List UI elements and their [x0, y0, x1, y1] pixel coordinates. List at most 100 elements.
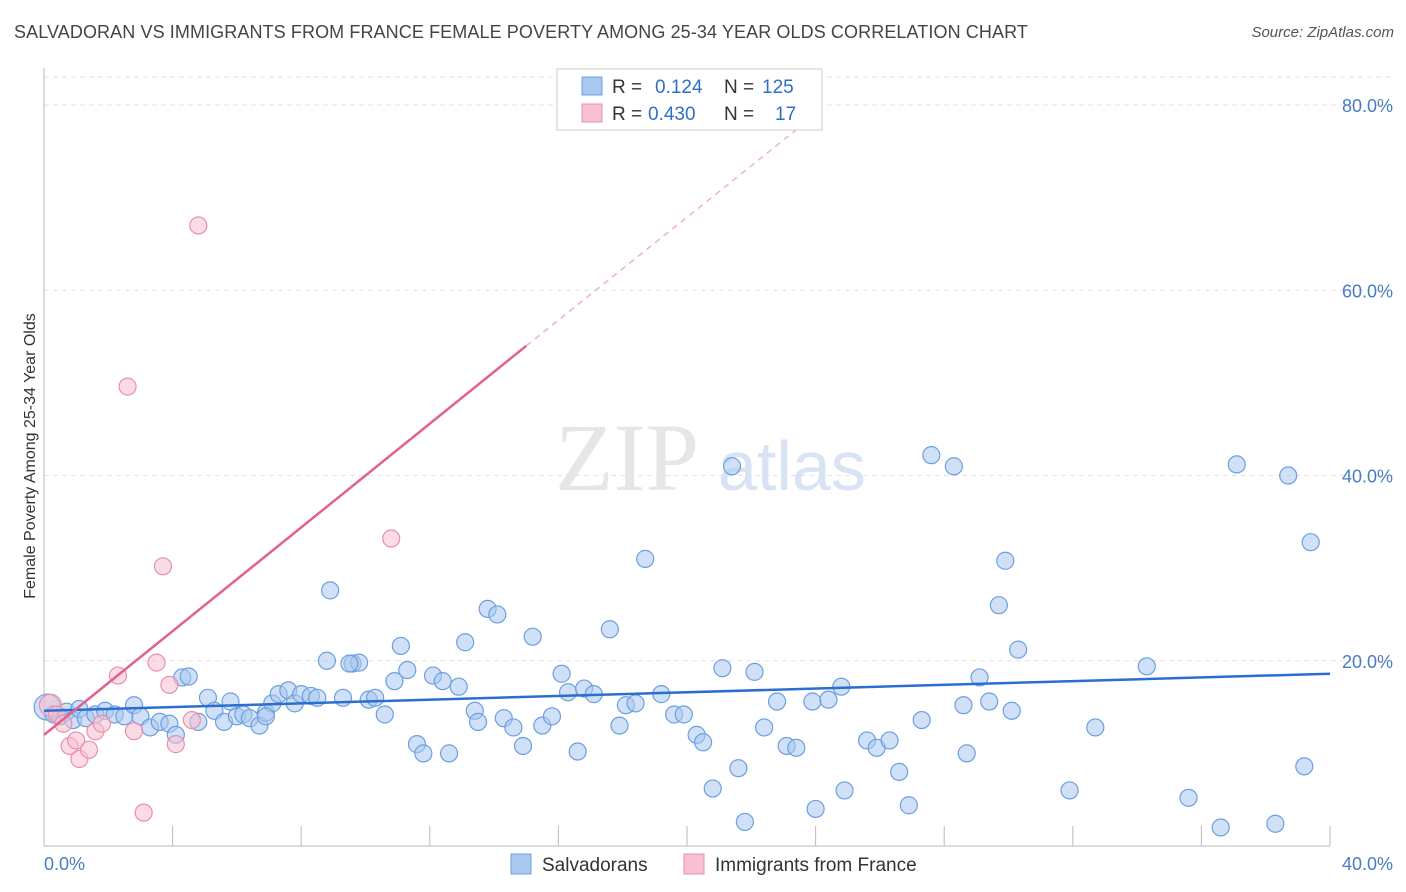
salvadorans-point — [456, 633, 475, 652]
salvadorans-point — [488, 605, 507, 624]
legend-n-value-1: 125 — [762, 77, 794, 98]
salvadorans-point — [989, 596, 1008, 615]
salvadorans-point — [1279, 466, 1298, 485]
legend-swatch-blue — [581, 76, 603, 96]
salvadorans-point — [767, 692, 787, 711]
salvadorans-point — [693, 733, 713, 752]
trend-lines — [43, 113, 1331, 736]
legend-r-value-2: 0.430 — [648, 104, 696, 125]
salvadorans-point — [835, 781, 854, 800]
salvadorans-point — [806, 799, 825, 819]
france-trend-extension — [525, 113, 817, 347]
france-point — [166, 735, 185, 754]
salvadorans-point — [504, 718, 523, 737]
salvadorans-point — [674, 705, 693, 724]
salvadorans-point — [890, 762, 909, 782]
bottom-legend-swatch-blue — [510, 853, 532, 875]
salvadorans-point — [996, 551, 1015, 570]
salvadorans-point — [880, 731, 899, 750]
salvadorans-point — [803, 692, 822, 711]
salvadorans-point — [317, 651, 337, 670]
france-point — [92, 714, 111, 733]
salvadorans-point — [1137, 657, 1156, 676]
salvadorans-point — [449, 677, 468, 696]
salvadorans-point — [722, 457, 742, 476]
legend-r-value-1: 0.124 — [655, 77, 703, 98]
salvadorans-point — [391, 636, 410, 656]
salvadorans-point — [375, 705, 394, 724]
salvadorans-point — [366, 688, 385, 707]
france-point — [147, 653, 166, 672]
salvadorans-point — [957, 744, 976, 763]
bottom-legend-swatch-pink — [683, 853, 705, 875]
bottom-legend-label-france: Immigrants from France — [715, 855, 917, 876]
salvadorans-point — [1211, 818, 1230, 837]
france-point — [153, 557, 173, 576]
salvadorans-point — [1301, 533, 1320, 552]
salvadorans-point — [1266, 814, 1285, 833]
x-tick-label-max: 40.0% — [1342, 854, 1393, 874]
salvadorans-point — [922, 446, 941, 465]
salvadorans-point — [558, 683, 578, 702]
france-point — [189, 216, 208, 235]
salvadorans-point — [610, 716, 629, 735]
y-tick-label: 20.0% — [1342, 652, 1393, 672]
salvadorans-point — [1009, 640, 1028, 659]
watermark-zip: ZIP — [555, 404, 699, 511]
salvadorans-point — [980, 692, 999, 711]
salvadorans-point — [513, 736, 533, 756]
salvadorans-point — [787, 738, 806, 757]
france-trend-line — [43, 344, 528, 736]
x-tick-label-min: 0.0% — [44, 854, 85, 874]
salvadorans-point — [713, 659, 732, 678]
salvadorans-point — [385, 672, 404, 691]
salvadorans-point — [414, 744, 433, 763]
salvadorans-point — [970, 668, 989, 687]
x-ticks — [172, 826, 1331, 846]
salvadorans-point — [321, 581, 340, 600]
legend-n-value-2: 17 — [775, 104, 796, 125]
salvadorans-point — [755, 718, 774, 737]
france-point — [124, 722, 144, 741]
france-point — [160, 675, 179, 694]
salvadorans-point — [1002, 701, 1021, 720]
salvadorans-point — [745, 662, 764, 681]
bottom-legend-label-salvadorans: Salvadorans — [542, 855, 648, 876]
salvadorans-point — [954, 696, 973, 715]
legend-r-label-2: R = — [612, 104, 642, 125]
salvadorans-point — [729, 759, 748, 778]
chart-title: SALVADORAN VS IMMIGRANTS FROM FRANCE FEM… — [14, 22, 1028, 42]
salvadorans-point — [944, 457, 963, 476]
salvadorans-point — [552, 664, 571, 683]
salvadorans-point — [735, 812, 754, 832]
salvadorans-point — [256, 707, 275, 726]
salvadorans-point — [433, 672, 452, 691]
salvadorans-point — [600, 620, 619, 639]
salvadorans-point — [340, 654, 359, 673]
salvadorans-point — [542, 707, 562, 726]
salvadorans-point — [179, 667, 198, 686]
france-point — [382, 529, 401, 548]
salvadorans-point — [1060, 781, 1079, 800]
salvadorans-point — [1227, 455, 1246, 474]
salvadorans-point — [333, 688, 353, 707]
salvadorans-point — [703, 779, 722, 798]
legend-r-label-1: R = — [612, 77, 642, 98]
legend-n-label-2: N = — [724, 104, 754, 125]
france-points — [38, 216, 401, 822]
legend-swatch-pink — [581, 103, 603, 123]
france-point — [54, 714, 73, 733]
france-point — [67, 731, 86, 750]
series-legend: Salvadorans Immigrants from France — [510, 853, 917, 876]
france-point — [79, 740, 99, 759]
salvadorans-point — [398, 660, 417, 680]
salvadorans-point — [819, 690, 838, 709]
correlation-legend: R = 0.124 N = 125 R = 0.430 N = 17 — [556, 68, 823, 131]
salvadorans-point — [899, 796, 918, 815]
france-point — [182, 710, 201, 730]
salvadorans-point — [1086, 718, 1105, 737]
watermark-atlas: atlas — [718, 427, 866, 505]
salvadorans-point — [439, 744, 459, 763]
salvadorans-point — [523, 627, 542, 646]
y-tick-label: 40.0% — [1342, 467, 1393, 487]
